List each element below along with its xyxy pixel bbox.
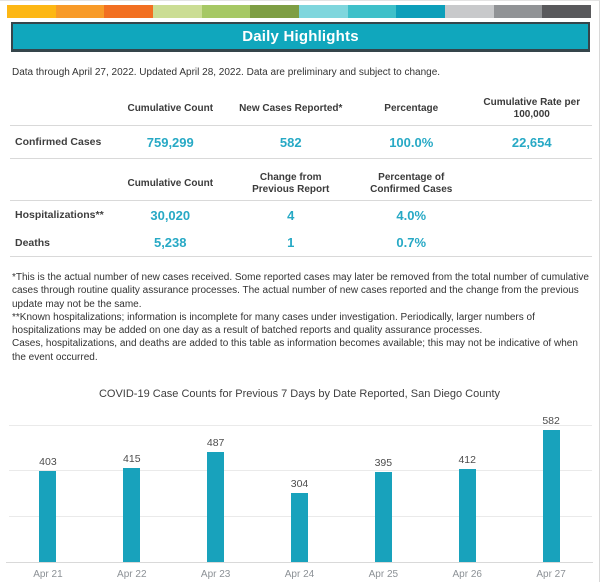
- percentage-value: 100.0%: [389, 134, 434, 150]
- bar: [374, 472, 392, 563]
- bar-value-label: 304: [290, 478, 309, 491]
- bar-column: 304: [258, 410, 342, 563]
- rate-value: 22,654: [511, 134, 552, 150]
- stripe-segment: [493, 5, 543, 18]
- table-row: Hospitalizations** 30,020 4 4.0%: [10, 201, 592, 229]
- bar: [123, 468, 141, 563]
- bar-chart: 403 415 487 304 395 412 582: [6, 410, 593, 564]
- x-axis-tick-label: Apr 27: [536, 569, 566, 581]
- stripe-segment: [153, 5, 202, 18]
- bar: [291, 493, 308, 563]
- new-cases-value: 582: [279, 134, 302, 150]
- change-value: 4: [287, 207, 295, 223]
- footnote-hospitalizations: **Known hospitalizations; information is…: [12, 311, 535, 337]
- bar-value-label: 582: [542, 415, 560, 428]
- bar-value-label: 412: [458, 454, 476, 467]
- stripe-segment: [542, 5, 592, 18]
- column-header: Cumulative Count: [127, 177, 214, 189]
- column-header: Cumulative Rate per 100,000: [483, 96, 581, 121]
- cumulative-count-value: 759,299: [146, 134, 194, 150]
- percent-confirmed-value: 4.0%: [396, 207, 427, 223]
- bars-container: 403 415 487 304 395 412 582: [6, 410, 593, 563]
- data-through-note: Data through April 27, 2022. Updated Apr…: [12, 67, 441, 78]
- cumulative-count-value: 5,238: [153, 235, 187, 250]
- bar: [207, 452, 225, 563]
- x-axis-tick-label: Apr 21: [33, 569, 63, 581]
- row-label: Confirmed Cases: [15, 136, 102, 148]
- bar-column: 415: [90, 410, 174, 563]
- bar-column: 582: [509, 410, 593, 563]
- bar-column: 487: [174, 410, 258, 563]
- x-axis-tick-label: Apr 24: [284, 569, 315, 581]
- stripe-segment: [55, 5, 105, 18]
- chart-title: COVID-19 Case Counts for Previous 7 Days…: [98, 388, 501, 401]
- x-axis-tick-label: Apr 23: [200, 569, 231, 581]
- hospitalizations-deaths-table: Cumulative Count Change from Previous Re…: [10, 167, 592, 257]
- color-stripe: [7, 5, 592, 18]
- bar: [542, 430, 560, 563]
- bar: [39, 471, 57, 563]
- gridline: [9, 470, 592, 472]
- confirmed-cases-table: Cumulative Count New Cases Reported* Per…: [10, 92, 592, 159]
- cumulative-count-value: 30,020: [150, 207, 191, 223]
- footnotes: *This is the actual number of new cases …: [12, 271, 589, 364]
- footnote-new-cases: *This is the actual number of new cases …: [12, 272, 589, 310]
- bar-value-label: 395: [374, 457, 393, 470]
- column-header: Percentage of Confirmed Cases: [370, 171, 453, 196]
- x-axis-tick-label: Apr 22: [117, 569, 147, 581]
- x-axis-labels: Apr 21 Apr 22 Apr 23 Apr 24 Apr 25 Apr 26 Apr …: [6, 563, 593, 580]
- bar-value-label: 487: [206, 437, 225, 450]
- stripe-segment: [7, 5, 56, 18]
- bar: [458, 469, 476, 563]
- table-header-row: Cumulative Count Change from Previous Re…: [10, 167, 592, 201]
- stripe-segment: [396, 5, 446, 18]
- bar-value-label: 415: [123, 453, 141, 466]
- bar-column: 395: [341, 410, 425, 563]
- row-label: Hospitalizations**: [15, 209, 104, 221]
- bar-column: 412: [425, 410, 509, 563]
- change-value: 1: [287, 235, 295, 250]
- bar-column: 403: [6, 410, 90, 563]
- table-row: Confirmed Cases 759,299 582 100.0% 22,65…: [10, 126, 592, 159]
- column-header: Percentage: [384, 102, 439, 114]
- stripe-segment: [347, 5, 397, 18]
- x-axis-tick-label: Apr 25: [368, 569, 399, 581]
- percent-confirmed-value: 0.7%: [396, 235, 427, 250]
- table-row: Deaths 5,238 1 0.7%: [10, 229, 592, 257]
- x-axis-tick-label: Apr 26: [452, 569, 482, 581]
- column-header: New Cases Reported*: [239, 102, 343, 114]
- stripe-segment: [104, 5, 154, 18]
- gridline: [9, 425, 592, 427]
- bar-value-label: 403: [39, 456, 57, 469]
- stripe-segment: [299, 5, 348, 18]
- stripe-segment: [445, 5, 494, 18]
- row-label: Deaths: [15, 236, 51, 249]
- stripe-segment: [201, 5, 251, 18]
- column-header: Cumulative Count: [127, 102, 214, 114]
- column-header: Change from Previous Report: [252, 171, 330, 196]
- stripe-segment: [250, 5, 300, 18]
- page-title: Daily Highlights: [242, 28, 359, 45]
- banner: Daily Highlights: [11, 22, 590, 52]
- footnote-availability: Cases, hospitalizations, and deaths are …: [12, 338, 578, 363]
- table-header-row: Cumulative Count New Cases Reported* Per…: [10, 92, 592, 126]
